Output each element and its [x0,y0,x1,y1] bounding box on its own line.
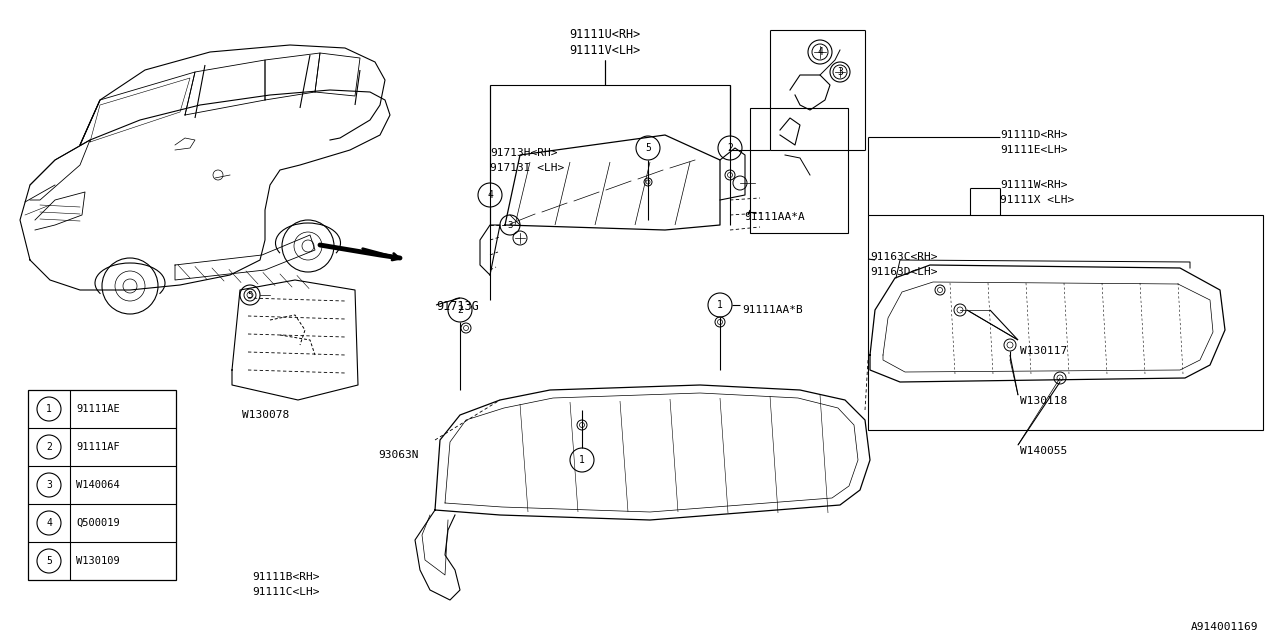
Text: 2: 2 [46,442,52,452]
Bar [28,390,177,580]
Text: 91163D<LH>: 91163D<LH> [870,267,937,277]
Text: 4: 4 [46,518,52,528]
Text: 91111X <LH>: 91111X <LH> [1000,195,1074,205]
Text: 3: 3 [837,67,844,77]
Text: 91111AA*B: 91111AA*B [742,305,803,315]
Bar [750,108,849,233]
Text: 5: 5 [645,143,652,153]
Text: 91111W<RH>: 91111W<RH> [1000,180,1068,190]
Text: 1: 1 [717,300,723,310]
Text: 91111B<RH>: 91111B<RH> [252,572,320,582]
Text: 91111V<LH>: 91111V<LH> [570,44,640,57]
Text: 91111U<RH>: 91111U<RH> [570,28,640,41]
Text: W130118: W130118 [1020,396,1068,406]
Text: W130117: W130117 [1020,346,1068,356]
Text: 3: 3 [46,480,52,490]
Text: 91111D<RH>: 91111D<RH> [1000,130,1068,140]
Bar [868,215,1263,430]
Text: 1: 1 [46,404,52,414]
Text: 93063N: 93063N [378,450,419,460]
Text: Q500019: Q500019 [76,518,120,528]
Text: 91713I <LH>: 91713I <LH> [490,163,564,173]
Text: 1: 1 [579,455,585,465]
Text: W130078: W130078 [242,410,289,420]
Text: A914001169: A914001169 [1190,622,1258,632]
Text: 91713H<RH>: 91713H<RH> [490,148,558,158]
Text: 91163C<RH>: 91163C<RH> [870,252,937,262]
Text: 91111AA*A: 91111AA*A [744,212,805,222]
Text: 3: 3 [507,221,513,230]
Text: 2: 2 [457,305,463,315]
Text: 4: 4 [488,190,493,200]
Text: 5: 5 [247,291,252,300]
Text: 91111E<LH>: 91111E<LH> [1000,145,1068,155]
Text: W140055: W140055 [1020,446,1068,456]
Text: W130109: W130109 [76,556,120,566]
Text: W140064: W140064 [76,480,120,490]
Text: 91111C<LH>: 91111C<LH> [252,587,320,597]
Text: 5: 5 [46,556,52,566]
Text: 91713G: 91713G [436,300,479,313]
Text: 4: 4 [817,47,823,57]
Text: 2: 2 [727,143,733,153]
Text: 91111AF: 91111AF [76,442,120,452]
Text: 91111AE: 91111AE [76,404,120,414]
